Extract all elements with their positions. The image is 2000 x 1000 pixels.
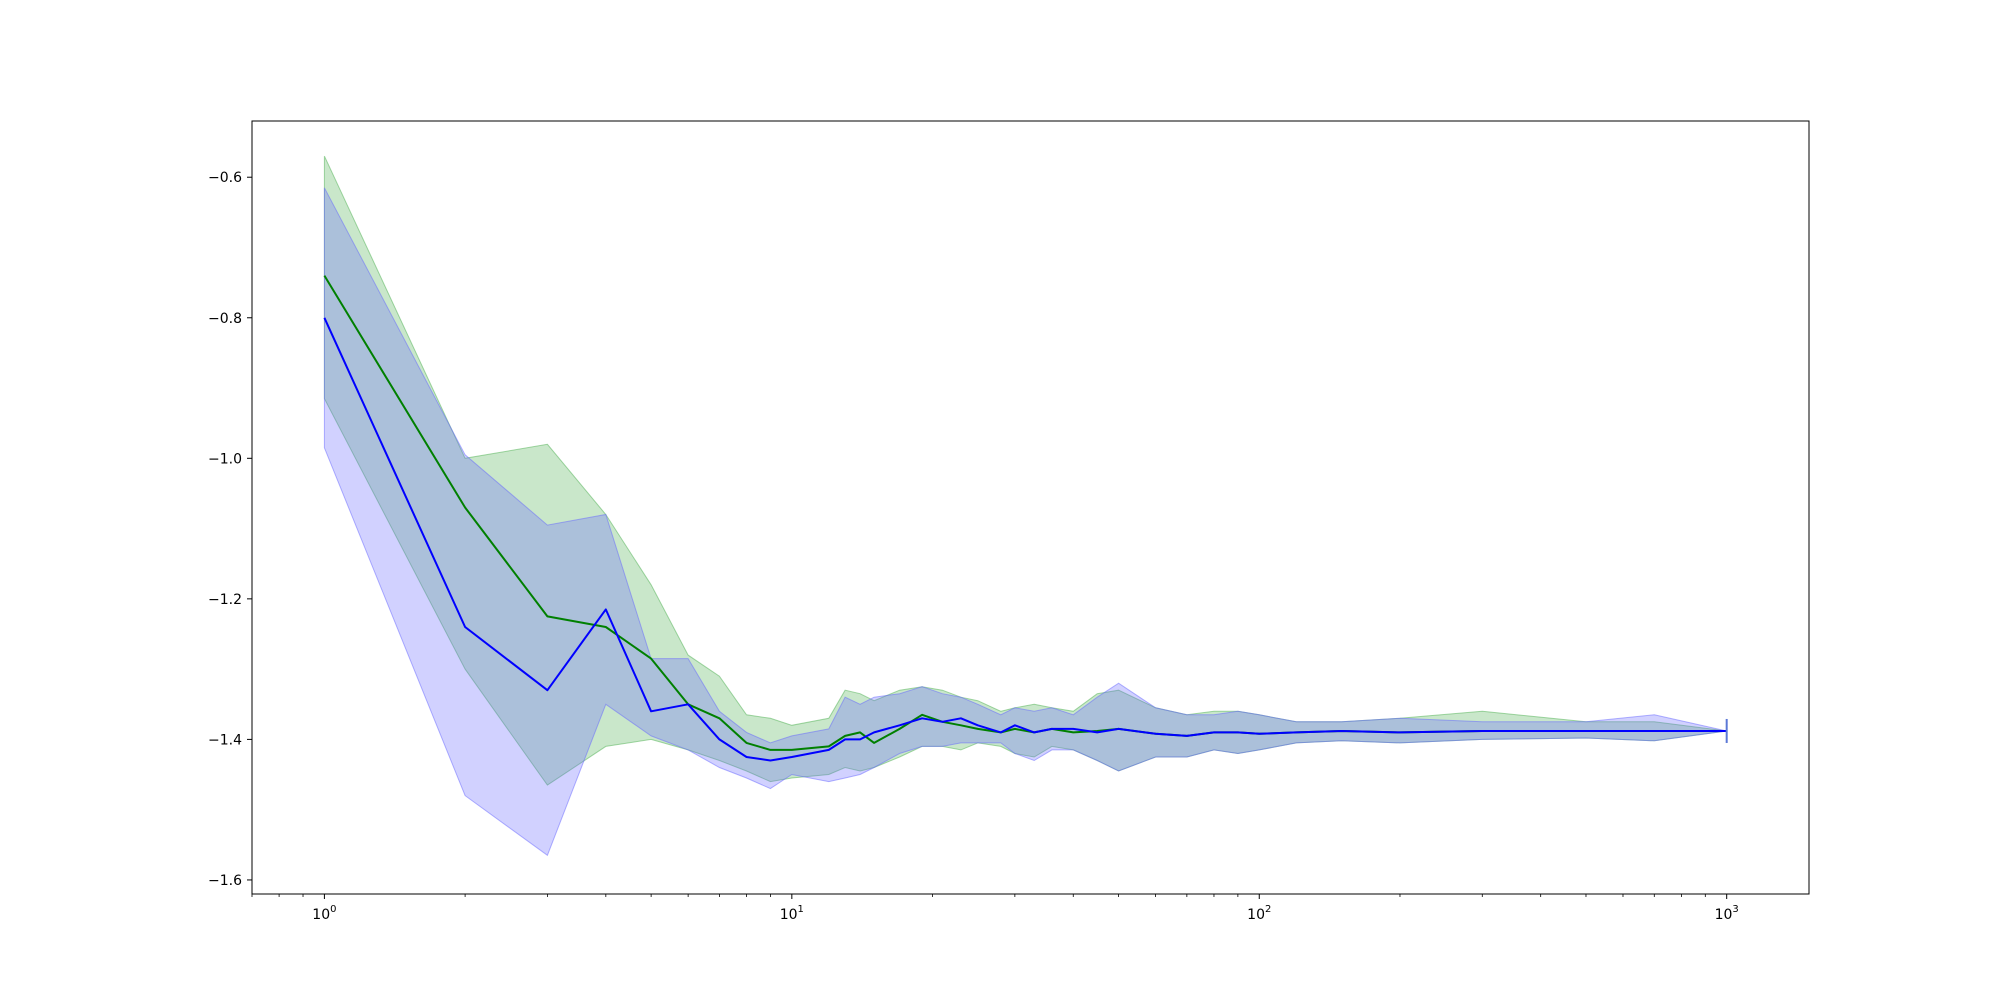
series-2-line bbox=[323, 317, 1727, 762]
y-tick-label: −1.0 bbox=[208, 451, 242, 467]
x-tick-label: 103 bbox=[1715, 904, 1739, 923]
y-tick-label: −0.6 bbox=[208, 170, 242, 186]
x-tick-label: 100 bbox=[312, 904, 336, 923]
y-tick-label: −1.4 bbox=[208, 732, 242, 748]
y-tick-label: −1.2 bbox=[208, 592, 242, 608]
plot-frame bbox=[251, 120, 1810, 895]
y-tick-label: −1.6 bbox=[208, 873, 242, 889]
y-axis: −0.6 −0.8 −1.0 −1.2 −1.4 −1.6 bbox=[208, 170, 252, 889]
x-tick-label: 101 bbox=[780, 904, 804, 923]
x-axis: 100 101 102 103 bbox=[251, 894, 1739, 923]
x-tick-label: 102 bbox=[1247, 904, 1271, 923]
y-tick-label: −0.8 bbox=[208, 311, 242, 327]
series-lines bbox=[323, 275, 1727, 762]
